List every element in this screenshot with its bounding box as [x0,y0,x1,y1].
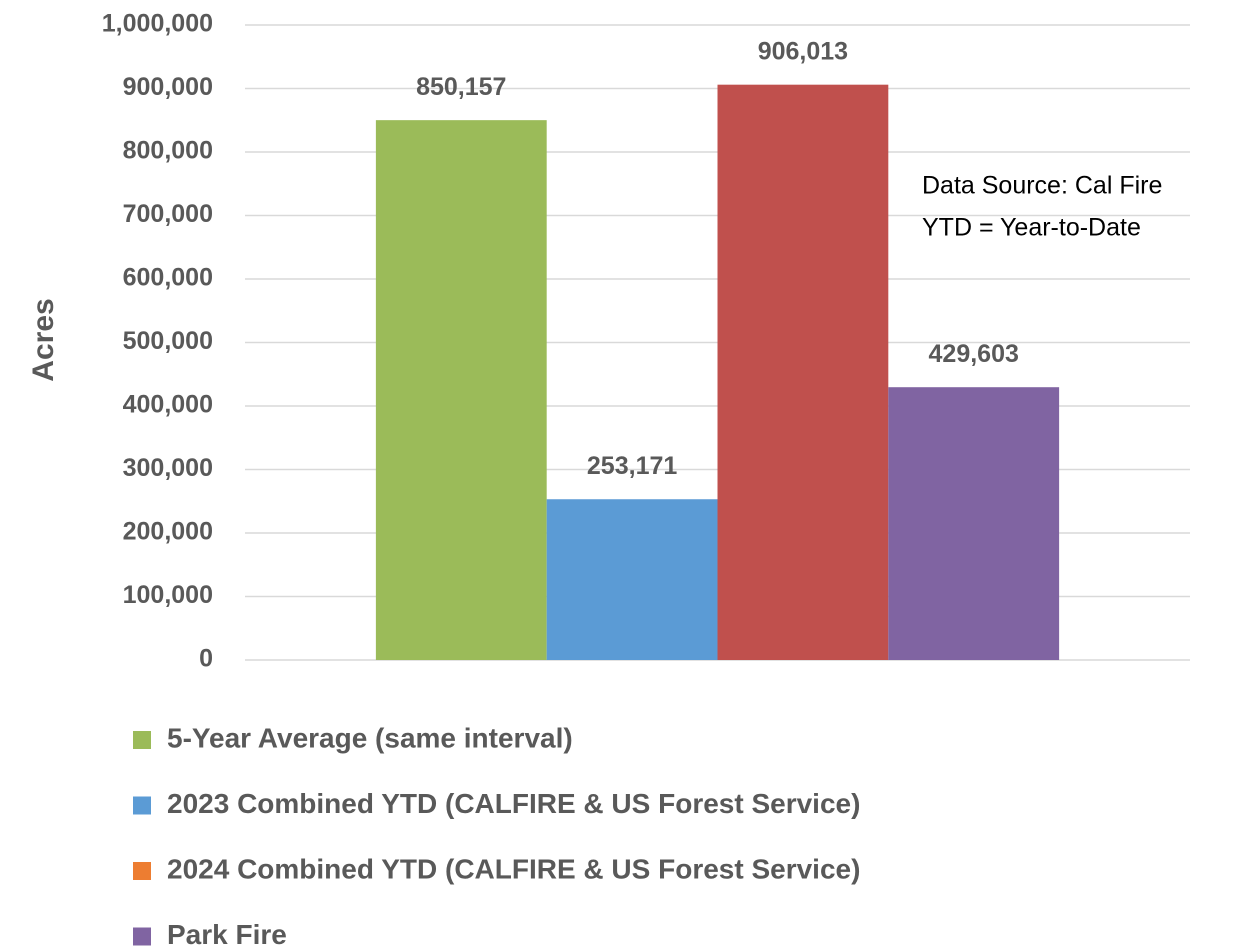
legend-swatch [133,927,151,946]
annotation: YTD = Year-to-Date [922,214,1141,242]
legend-swatch [133,796,151,815]
y-tick-label: 900,000 [123,73,213,101]
y-tick-label: 200,000 [123,518,213,546]
legend-swatch [133,731,151,749]
bar [546,499,718,660]
legend-swatch [133,862,151,880]
legend-label: Park Fire [167,919,287,950]
bar [717,84,889,660]
y-tick-label: 400,000 [123,391,213,419]
legend-label: 2023 Combined YTD (CALFIRE & US Forest S… [167,788,860,819]
y-axis-label: Acres [27,298,60,381]
y-tick-label: 500,000 [123,327,213,355]
y-tick-label: 700,000 [123,200,213,228]
legend-label: 2024 Combined YTD (CALFIRE & US Forest S… [167,853,860,884]
y-tick-label: 300,000 [123,454,213,482]
y-tick-label: 1,000,000 [102,10,213,38]
y-tick-label: 0 [199,645,213,673]
y-tick-label: 100,000 [123,581,213,609]
data-label: 850,157 [416,73,506,101]
data-label: 253,171 [587,452,677,480]
data-label: 906,013 [758,37,848,65]
legend-label: 5-Year Average (same interval) [167,722,573,753]
y-tick-label: 800,000 [123,137,213,165]
annotation: Data Source: Cal Fire [922,172,1162,200]
bar [375,120,547,660]
data-label: 429,603 [929,340,1019,368]
y-tick-label: 600,000 [123,264,213,292]
bar [888,387,1060,660]
